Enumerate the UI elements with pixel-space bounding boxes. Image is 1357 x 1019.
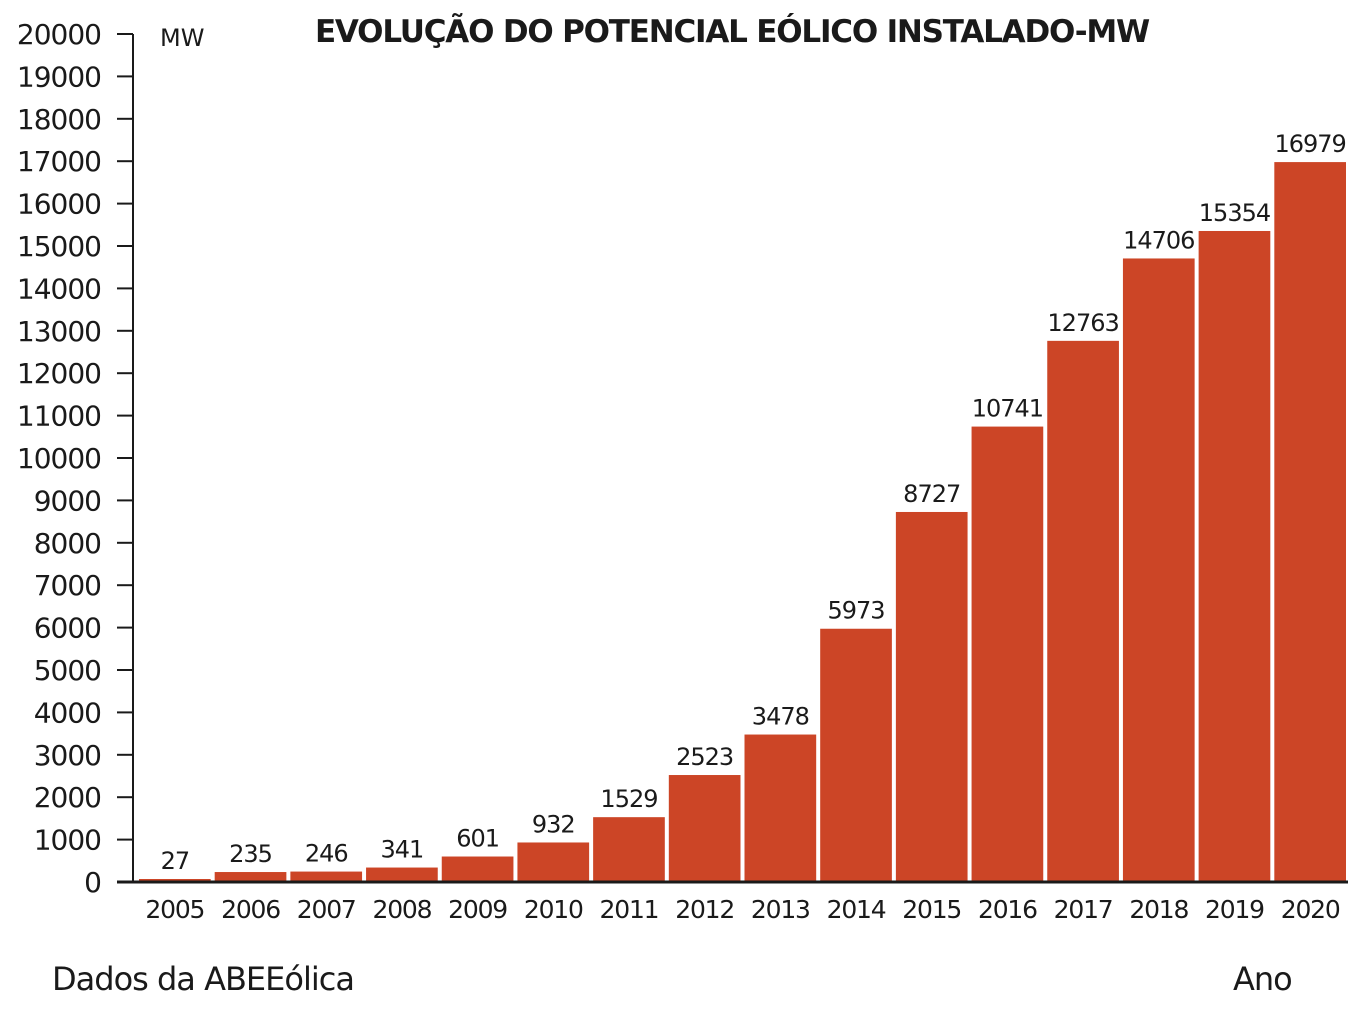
bar-2012	[668, 775, 741, 882]
data-label-2016: 10741	[972, 395, 1043, 423]
bar-2018	[1122, 258, 1195, 883]
y-axis: 0 1000 2000 3000 4000 5000 6000 7000 8000 9000 100…	[17, 18, 134, 899]
x-tick-label: 2016	[978, 895, 1037, 924]
x-tick-label: 2015	[902, 895, 961, 924]
bar-2015	[895, 511, 968, 882]
data-label-2005: 27	[161, 847, 190, 875]
x-tick-label: 2005	[145, 895, 204, 924]
data-label-2009: 601	[456, 825, 499, 853]
data-label-2015: 8727	[903, 480, 960, 508]
y-tick-label: 19000	[17, 60, 101, 93]
x-tick-label: 2010	[524, 895, 583, 924]
y-tick-label: 13000	[17, 315, 101, 348]
bar-2017	[1047, 340, 1119, 883]
x-tick-label: 2009	[448, 895, 507, 924]
x-tick-label: 2017	[1054, 895, 1113, 924]
x-tick-label: 2020	[1281, 895, 1340, 924]
y-tick-label: 6000	[34, 612, 101, 645]
bar-2006	[214, 872, 287, 882]
bar-2009	[441, 856, 514, 882]
data-label-2018: 14706	[1123, 226, 1194, 254]
bar-2013	[744, 734, 817, 882]
data-label-2010: 932	[532, 810, 575, 838]
data-label-2013: 3478	[752, 703, 809, 731]
x-tick-label: 2007	[297, 895, 356, 924]
x-tick-label: 2008	[372, 895, 431, 924]
y-axis-unit-label: MW	[160, 24, 204, 52]
bars-group	[139, 162, 1346, 883]
bar-2011	[593, 817, 665, 882]
data-label-2008: 341	[381, 836, 424, 864]
y-tick-label: 15000	[17, 230, 101, 263]
source-note: Dados da ABEEólica	[52, 960, 355, 998]
y-tick-label: 18000	[17, 103, 101, 136]
y-tick-label: 11000	[17, 400, 101, 433]
bar-2019	[1198, 230, 1271, 882]
x-tick-label: 2011	[600, 895, 659, 924]
x-tick-label: 2018	[1129, 895, 1188, 924]
data-label-2007: 246	[305, 840, 348, 868]
bar-2008	[366, 867, 438, 882]
y-tick-label: 3000	[34, 739, 101, 772]
y-tick-label: 5000	[34, 654, 101, 687]
x-tick-label: 2019	[1205, 895, 1264, 924]
x-axis-label: Ano	[1233, 960, 1293, 998]
y-tick-label: 17000	[17, 145, 101, 178]
data-label-2019: 15354	[1199, 199, 1270, 227]
x-tick-label: 2012	[675, 895, 734, 924]
data-label-2020: 16979	[1274, 130, 1345, 158]
data-label-2011: 1529	[600, 785, 657, 813]
x-tick-label: 2006	[221, 895, 280, 924]
data-label-2014: 5973	[827, 597, 884, 625]
y-tick-label: 9000	[34, 484, 101, 517]
y-tick-label: 8000	[34, 527, 101, 560]
y-tick-label: 2000	[34, 781, 101, 814]
y-tick-label: 14000	[17, 272, 101, 305]
bar-2020	[1274, 162, 1346, 882]
bar-2007	[290, 871, 363, 882]
bar-2010	[517, 842, 590, 882]
y-tick-label: 7000	[34, 569, 101, 602]
x-axis: 2005 2006 2007 2008 2009 2010 2011 2012 2013 2014…	[117, 880, 1348, 924]
x-tick-label: 2013	[751, 895, 810, 924]
x-tick-label: 2014	[827, 895, 886, 924]
data-label-2006: 235	[229, 840, 272, 868]
y-tick-label: 12000	[17, 357, 101, 390]
y-tick-label: 1000	[34, 824, 101, 857]
y-tick-label: 4000	[34, 696, 101, 729]
chart-title: EVOLUÇÃO DO POTENCIAL EÓLICO INSTALADO-M…	[315, 13, 1150, 50]
data-labels-group: 27 235 246 341 601 932 1529 2523 3478 5973 8727 107…	[161, 130, 1347, 875]
y-tick-label: 10000	[17, 442, 101, 475]
bar-2014	[820, 628, 892, 882]
y-tick-label: 20000	[17, 18, 101, 51]
bar-2016	[971, 426, 1044, 882]
y-tick-label: 0	[84, 866, 101, 899]
data-label-2012: 2523	[676, 743, 733, 771]
y-tick-label: 16000	[17, 188, 101, 221]
data-label-2017: 12763	[1047, 309, 1118, 337]
